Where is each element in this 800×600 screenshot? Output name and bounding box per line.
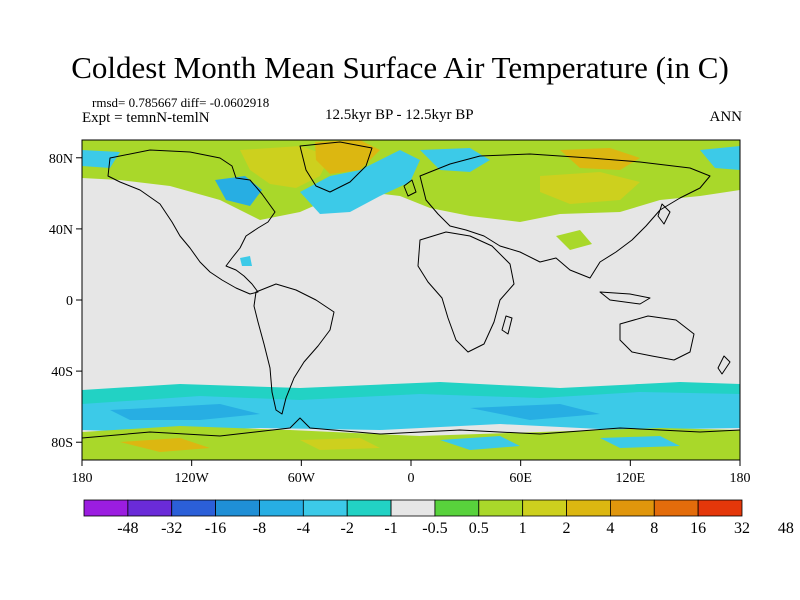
colorbar-box — [522, 499, 567, 517]
colorbar-label: 1 — [519, 520, 527, 537]
x-tick-label: 120E — [616, 471, 646, 486]
coastline-eurasia — [419, 153, 711, 279]
season-label: ANN — [709, 109, 743, 125]
colorbar-label: 48 — [778, 520, 794, 537]
experiment-label: Expt = temnN-temlN — [82, 110, 210, 126]
anomaly-area-southern-ocean-deep — [110, 404, 260, 420]
map-plot: 180 120W 60W 0 60E 120E 180 80N 40N 0 40S 80S — [49, 139, 751, 486]
colorbar-label: 4 — [606, 520, 614, 537]
anomaly-area-greenland-warm — [315, 140, 380, 174]
coastline-north-america — [107, 149, 276, 295]
colorbar-label: 16 — [690, 520, 706, 537]
y-tick-label: 80N — [49, 152, 73, 167]
colorbar-box — [302, 499, 348, 517]
y-tick-label: 80S — [51, 436, 73, 451]
anomaly-area-bering-cool — [700, 146, 740, 170]
anomaly-area-gulf-patch — [240, 256, 252, 266]
anomaly-area-antarctica-cool — [440, 436, 520, 450]
colorbar-label: -8 — [253, 520, 266, 537]
colorbar-boxes — [83, 499, 743, 517]
colorbar-label: -48 — [117, 520, 138, 537]
colorbar-label: -1 — [384, 520, 397, 537]
period-label: 12.5kyr BP - 12.5kyr BP — [325, 107, 474, 123]
colorbar-box — [434, 499, 480, 517]
coastline-new-zealand — [717, 355, 731, 375]
colorbar-label: 0.5 — [469, 520, 489, 537]
coastline-japan — [657, 203, 671, 225]
colorbar-label: -0.5 — [422, 520, 447, 537]
colorbar-label: -32 — [161, 520, 182, 537]
colorbar-label: -2 — [341, 520, 354, 537]
anomaly-area-north-atlantic-cool — [300, 150, 420, 214]
colorbar-box — [697, 499, 743, 517]
anomaly-area-antarctica-west — [300, 438, 380, 450]
colorbar-labels: -48 -32 -16 -8 -4 -2 -1 -0.5 0.5 1 2 4 8 16 32 48 — [117, 520, 794, 537]
coastline-africa — [417, 231, 515, 353]
axis-tick-labels: 180 120W 60W 0 60E 120E 180 80N 40N 0 40S 80S — [49, 152, 751, 486]
colorbar-box — [171, 499, 217, 517]
anomaly-area-asia-warm — [540, 172, 640, 204]
x-tick-label: 60W — [288, 471, 316, 486]
anomaly-area-antarctica-strong — [120, 438, 210, 452]
coastline-madagascar — [501, 315, 513, 335]
colorbar-label: 2 — [563, 520, 571, 537]
axis-ticks — [76, 157, 741, 466]
coastline-greenland — [299, 141, 373, 193]
colorbar-box — [127, 499, 173, 517]
colorbar: -48 -32 -16 -8 -4 -2 -1 -0.5 0.5 1 2 4 8 16 32 48 — [83, 499, 794, 537]
coastline-antarctica — [81, 417, 741, 439]
colorbar-box — [478, 499, 524, 517]
coastline-australia — [619, 315, 695, 361]
colorbar-label: -4 — [297, 520, 310, 537]
colorbar-box — [390, 499, 436, 517]
x-tick-label: 60E — [509, 471, 532, 486]
y-tick-label: 40N — [49, 223, 73, 238]
x-tick-label: 120W — [175, 471, 210, 486]
colorbar-label: 32 — [734, 520, 750, 537]
colorbar-box — [653, 499, 699, 517]
anomaly-area-north-atlantic-warm — [240, 146, 330, 188]
coastline-south-america — [253, 283, 335, 415]
x-tick-label: 180 — [730, 471, 751, 486]
anomaly-area-europe-cool — [420, 148, 490, 172]
x-tick-label: 0 — [408, 471, 415, 486]
y-tick-label: 40S — [51, 365, 73, 380]
anomaly-area-southern-ocean-light — [82, 382, 740, 404]
anomaly-area-antarctica-warm — [82, 426, 740, 460]
colorbar-box — [215, 499, 260, 517]
y-tick-label: 0 — [66, 294, 73, 309]
anomaly-area-tropical-patch — [556, 230, 592, 250]
anomaly-area-indian-deep — [470, 404, 600, 420]
coastline-uk — [403, 179, 417, 197]
statistics-label: rmsd= 0.785667 diff= -0.0602918 — [92, 95, 270, 110]
x-tick-label: 180 — [72, 471, 93, 486]
anomaly-area-hudson-cool — [215, 176, 262, 206]
anomaly-area-antarctica-east — [600, 436, 680, 448]
figure-title: Coldest Month Mean Surface Air Temperatu… — [71, 50, 729, 85]
coastlines — [81, 141, 741, 439]
colorbar-box — [566, 499, 611, 517]
colorbar-box — [610, 499, 655, 517]
colorbar-box — [83, 499, 129, 517]
colorbar-box — [346, 499, 392, 517]
colorbar-box — [259, 499, 304, 517]
anomaly-area-alaska-cool — [82, 150, 120, 168]
coastline-indonesia — [599, 291, 651, 305]
colorbar-label: 8 — [650, 520, 658, 537]
colorbar-label: -16 — [205, 520, 226, 537]
